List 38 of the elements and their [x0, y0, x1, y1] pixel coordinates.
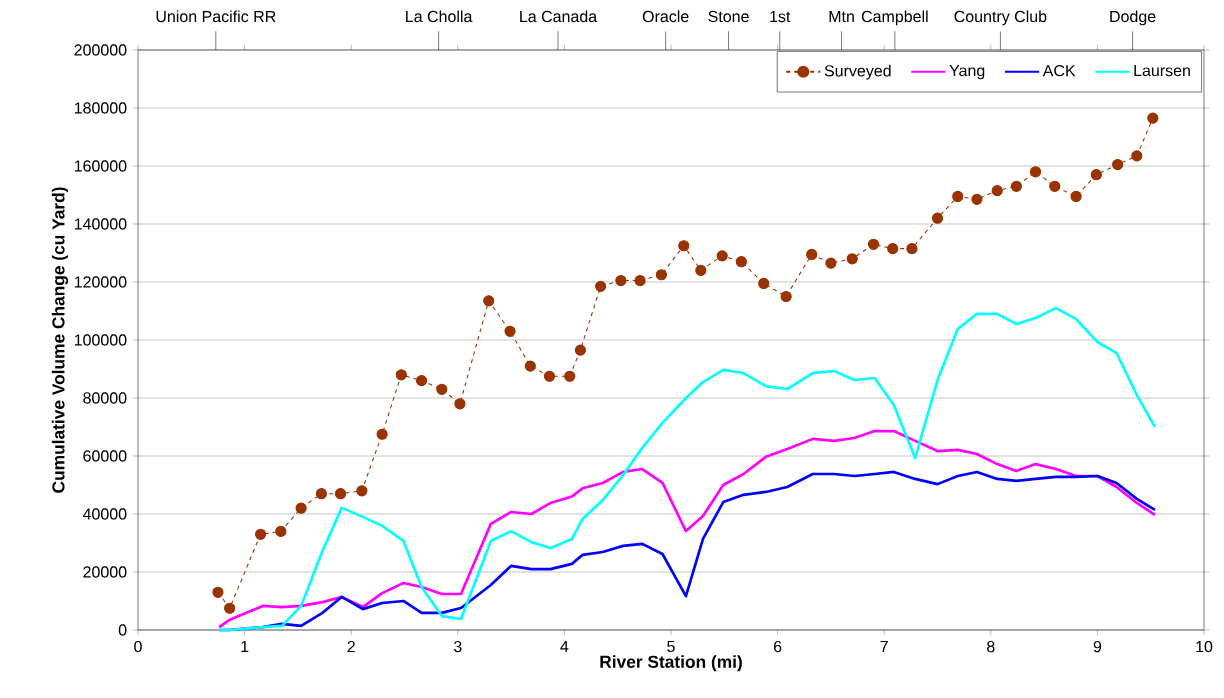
ref-line-label: Country Club — [954, 10, 1047, 26]
x-tick-label: 4 — [560, 640, 569, 652]
ref-line-label: Mtn — [829, 10, 854, 23]
ref-line-label: La Canada — [520, 10, 598, 23]
y-tick-label: 100000 — [74, 334, 127, 346]
x-tick-label: 1 — [241, 640, 249, 652]
legend-label: ACK — [1042, 64, 1076, 77]
ref-line-label: Stone — [708, 10, 749, 23]
x-axis-title: River Station (mi) — [600, 655, 742, 672]
ref-line-label: Campbell — [861, 10, 928, 26]
y-tick-label: 80000 — [83, 392, 127, 404]
x-tick-label: 6 — [773, 640, 782, 653]
ref-line-label: Oracle — [642, 10, 689, 23]
ref-line-label: La Cholla — [406, 10, 473, 23]
y-axis-title: Cumulative Volume Change (cu Yard) — [51, 187, 69, 493]
ref-line-label: Dodge — [1110, 10, 1156, 26]
ref-line-label: 1st — [770, 10, 791, 23]
x-tick-label: 2 — [347, 640, 355, 653]
x-tick-label: 10 — [1196, 640, 1213, 653]
y-tick-label: 20000 — [83, 566, 127, 578]
x-tick-label: 5 — [667, 640, 675, 653]
legend-label: Surveyed — [824, 64, 891, 80]
y-tick-label: 0 — [118, 624, 127, 636]
ref-line-label: Union Pacific RR — [156, 10, 276, 23]
y-tick-label: 60000 — [83, 450, 127, 462]
y-tick-label: 180000 — [74, 102, 127, 114]
y-tick-label: 160000 — [74, 160, 127, 172]
y-tick-label: 140000 — [74, 218, 127, 230]
y-tick-label: 200000 — [74, 44, 127, 56]
x-tick-label: 9 — [1093, 640, 1102, 653]
x-tick-label: 7 — [880, 640, 888, 652]
x-tick-label: 8 — [987, 640, 995, 653]
y-tick-label: 120000 — [74, 276, 127, 288]
y-tick-label: 40000 — [82, 508, 127, 520]
x-tick-label: 3 — [453, 640, 462, 653]
legend-label: Yang — [949, 65, 985, 80]
legend-label: Laursen — [1134, 65, 1190, 77]
x-tick-label: 0 — [134, 640, 142, 653]
